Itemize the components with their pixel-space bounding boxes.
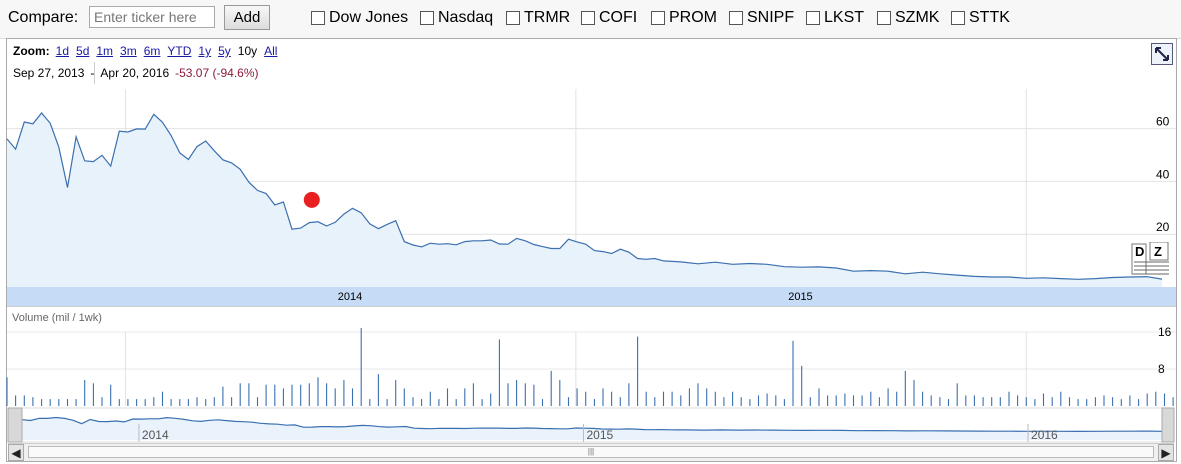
fullscreen-icon[interactable]: [1151, 43, 1173, 65]
zoom-option-10y: 10y: [237, 44, 258, 58]
checkbox-label: STTK: [969, 9, 1010, 26]
checkbox-label: LKST: [824, 9, 865, 26]
scroll-left-icon[interactable]: ◀: [8, 444, 24, 461]
range-end: Apr 20, 2016: [100, 66, 170, 80]
scroll-right-icon[interactable]: ▶: [1158, 444, 1174, 461]
price-series-line: [6, 112, 1163, 280]
zoom-option-5d[interactable]: 5d: [76, 44, 90, 58]
navigator-left-handle[interactable]: [7, 407, 23, 443]
compare-checkbox-dow-jones[interactable]: Dow Jones: [311, 9, 408, 27]
date-range: Sep 27, 2013- Apr 20, 2016 -53.07 (-94.6%): [13, 66, 259, 80]
navigator-right-handle[interactable]: [1161, 407, 1175, 443]
compare-checkbox-trmr[interactable]: TRMR: [506, 9, 570, 27]
checkbox-box[interactable]: [877, 11, 891, 25]
checkbox-box[interactable]: [581, 11, 595, 25]
checkbox-box[interactable]: [420, 11, 434, 25]
zoom-option-1m[interactable]: 1m: [96, 44, 114, 58]
navigator-xtick-2014: 2014: [142, 428, 169, 442]
add-button[interactable]: Add: [224, 5, 270, 30]
price-xtick-2014: 2014: [338, 291, 362, 303]
price-ytick-20: 20: [1156, 220, 1170, 234]
checkbox-label: TRMR: [524, 9, 571, 26]
zoom-option-5y[interactable]: 5y: [218, 44, 231, 58]
zoom-option-3m[interactable]: 3m: [120, 44, 137, 58]
zoom-option-all[interactable]: All: [264, 44, 278, 58]
zoom-option-1y[interactable]: 1y: [198, 44, 212, 58]
navigator-line: [21, 416, 1163, 433]
checkbox-box[interactable]: [729, 11, 743, 25]
compare-checkbox-cofi[interactable]: COFI: [581, 9, 637, 27]
zoom-option-6m[interactable]: 6m: [143, 44, 161, 58]
checkbox-label: Nasdaq: [438, 9, 494, 26]
checkbox-box[interactable]: [311, 11, 325, 25]
range-change: -53.07 (-94.6%): [175, 66, 259, 80]
zoom-label: Zoom:: [13, 44, 50, 58]
checkbox-box[interactable]: [506, 11, 520, 25]
range-start: Sep 27, 2013: [13, 66, 85, 80]
horizontal-scrollbar[interactable]: ◀ ||| ▶: [8, 443, 1174, 461]
checkbox-label: PROM: [669, 9, 717, 26]
compare-label: Compare:: [8, 9, 79, 26]
volume-label: Volume (mil / 1wk): [12, 312, 102, 324]
checkbox-label: SZMK: [895, 9, 940, 26]
price-ytick-40: 40: [1156, 167, 1170, 181]
event-flags-icon[interactable]: Z D: [1131, 241, 1171, 278]
price-xtick-2015: 2015: [788, 291, 812, 303]
volume-ytick-8: 8: [1158, 362, 1165, 376]
compare-checkbox-szmk[interactable]: SZMK: [877, 9, 939, 27]
range-separator: -: [90, 66, 95, 80]
checkbox-box[interactable]: [651, 11, 665, 25]
scrollbar-thumb[interactable]: |||: [28, 446, 1154, 458]
compare-checkbox-sttk[interactable]: STTK: [951, 9, 1010, 27]
svg-text:D: D: [1135, 244, 1144, 259]
checkbox-box[interactable]: [951, 11, 965, 25]
checkbox-label: SNIPF: [747, 9, 795, 26]
checkbox-box[interactable]: [806, 11, 820, 25]
volume-ytick-16: 16: [1158, 325, 1172, 339]
compare-checkbox-prom[interactable]: PROM: [651, 9, 717, 27]
price-area: [7, 113, 1162, 287]
zoom-option-ytd[interactable]: YTD: [167, 44, 192, 58]
compare-checkbox-lkst[interactable]: LKST: [806, 9, 864, 27]
svg-text:Z: Z: [1154, 244, 1162, 259]
ticker-input[interactable]: [89, 6, 215, 28]
navigator-xtick-2015: 2015: [586, 428, 613, 442]
compare-checkbox-nasdaq[interactable]: Nasdaq: [420, 9, 493, 27]
checkbox-label: COFI: [599, 9, 638, 26]
zoom-option-1d[interactable]: 1d: [55, 44, 70, 58]
annotation-marker[interactable]: [303, 191, 320, 208]
range-divider: [94, 62, 95, 84]
checkbox-label: Dow Jones: [329, 9, 409, 26]
navigator-xtick-2016: 2016: [1031, 428, 1058, 442]
compare-checkbox-snipf[interactable]: SNIPF: [729, 9, 794, 27]
x-axis-band: [7, 287, 1176, 306]
compare-toolbar: Compare: Add Dow Jones Nasdaq TRMR COFI PROM…: [0, 0, 1181, 39]
price-ytick-60: 60: [1156, 115, 1170, 129]
zoom-bar: Zoom: 1d 5d 1m 3m 6m YTD 1y 5y 10y All: [13, 44, 284, 58]
